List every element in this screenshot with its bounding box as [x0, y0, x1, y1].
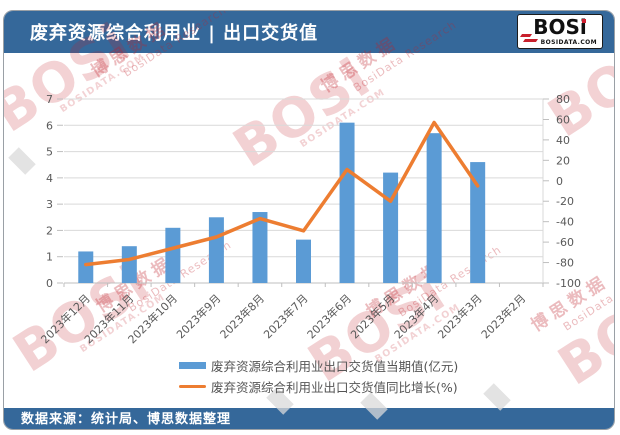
bosi-logo: BOSi BOSIDATA.COM [517, 14, 603, 49]
bar-swatch-icon [179, 362, 206, 369]
svg-text:4: 4 [46, 172, 53, 185]
legend-label: 废弃资源综合利用业出口交货值同比增长(%) [211, 380, 458, 395]
svg-text:-60: -60 [556, 236, 574, 249]
svg-text:2023年7月: 2023年7月 [260, 291, 310, 341]
svg-text:60: 60 [556, 113, 570, 126]
svg-text:5: 5 [46, 146, 53, 159]
svg-text:3: 3 [46, 198, 53, 211]
svg-text:2023年5月: 2023年5月 [348, 291, 398, 341]
svg-text:2023年4月: 2023年4月 [391, 291, 441, 341]
svg-text:1: 1 [46, 251, 53, 264]
svg-text:-100: -100 [556, 277, 581, 290]
line-swatch-icon [179, 384, 206, 389]
svg-text:2023年8月: 2023年8月 [217, 291, 267, 341]
svg-text:2023年9月: 2023年9月 [173, 291, 223, 341]
svg-text:40: 40 [556, 134, 570, 147]
chart-card: 废弃资源综合利用业 | 出口交货值 BOSi BOSIDATA.COM 博思数据… [3, 10, 615, 430]
svg-text:2: 2 [46, 224, 53, 237]
legend-label: 废弃资源综合利用业出口交货值当期值(亿元) [211, 359, 459, 374]
footer-bar: 数据来源：统计局、博思数据整理 [4, 408, 614, 429]
svg-text:-20: -20 [556, 195, 574, 208]
logo-red-dot-icon [582, 19, 586, 23]
svg-text:7: 7 [46, 93, 53, 106]
legend-item-bar: 废弃资源综合利用业出口交货值当期值(亿元) [179, 357, 458, 374]
svg-text:2023年3月: 2023年3月 [435, 291, 485, 341]
svg-text:20: 20 [556, 154, 570, 167]
legend-item-line: 废弃资源综合利用业出口交货值同比增长(%) [179, 378, 458, 395]
data-source-text: 数据来源：统计局、博思数据整理 [21, 412, 232, 427]
logo-stripe-icon [522, 39, 539, 42]
svg-text:0: 0 [556, 175, 563, 188]
svg-text:80: 80 [556, 93, 570, 106]
chart-legend: 废弃资源综合利用业出口交货值当期值(亿元) 废弃资源综合利用业出口交货值同比增长… [179, 357, 458, 399]
logo-subtext: BOSIDATA.COM [540, 39, 597, 46]
svg-text:-40: -40 [556, 216, 574, 229]
svg-text:0: 0 [46, 277, 53, 290]
svg-text:6: 6 [46, 119, 53, 132]
page-title: 废弃资源综合利用业 | 出口交货值 [30, 23, 319, 44]
svg-text:2023年6月: 2023年6月 [304, 291, 354, 341]
svg-text:2023年2月: 2023年2月 [478, 291, 528, 341]
header-bar: 废弃资源综合利用业 | 出口交货值 BOSi BOSIDATA.COM [4, 11, 614, 53]
chart-body: 博思数据 BosiData Research 博思数据 BosiData Resear… [4, 11, 614, 420]
svg-text:-80: -80 [556, 257, 574, 270]
logo-text: BOSi [533, 15, 587, 39]
